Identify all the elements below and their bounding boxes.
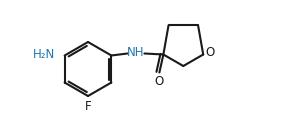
Text: O: O <box>155 75 164 88</box>
Text: O: O <box>206 46 215 59</box>
Text: NH: NH <box>127 46 144 59</box>
Text: H₂N: H₂N <box>32 48 55 61</box>
Text: F: F <box>85 100 91 114</box>
